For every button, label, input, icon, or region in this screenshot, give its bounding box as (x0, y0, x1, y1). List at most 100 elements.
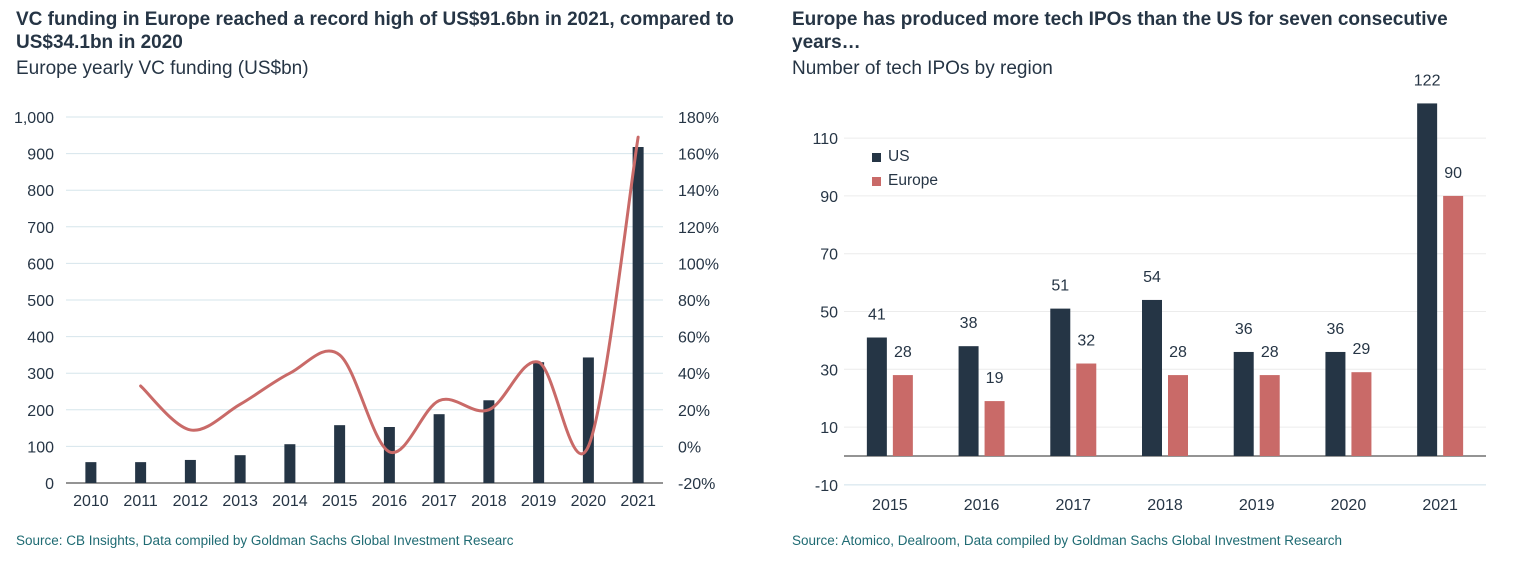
vc-chart-title: VC funding in Europe reached a record hi… (16, 9, 734, 53)
y-tick-label: -10 (815, 478, 838, 495)
legend-item-us: US (872, 145, 938, 169)
x-tick-label: 2016 (372, 493, 408, 510)
y-tick-label: 1,000 (14, 110, 54, 127)
vc-funding-bar (533, 362, 545, 483)
x-tick-label: 2014 (272, 493, 308, 510)
vc-funding-bar (582, 357, 594, 483)
x-tick-label: 2018 (471, 493, 507, 510)
y-tick-label: 400 (27, 330, 54, 347)
vc-funding-bar (383, 427, 395, 483)
x-tick-label: 2016 (964, 497, 1000, 514)
x-tick-label: 2018 (1147, 497, 1183, 514)
y-tick-label: 70 (820, 247, 838, 264)
us-bar (1233, 351, 1254, 456)
growth-line (139, 135, 640, 456)
y2-tick-label: 0% (678, 439, 701, 456)
us-bar (1417, 103, 1438, 457)
europe-bar-value-label: 32 (1077, 333, 1095, 350)
vc-funding-bar (483, 400, 495, 483)
us-bar (1050, 308, 1071, 456)
ipo-legend: US Europe (872, 145, 938, 193)
tech-ipo-panel: Europe has produced more tech IPOs than … (780, 0, 1513, 561)
europe-bar (1443, 195, 1464, 456)
europe-bar (1259, 375, 1280, 456)
x-tick-label: 2012 (173, 493, 209, 510)
us-bar-value-label: 41 (868, 307, 886, 324)
y-tick-label: 600 (27, 256, 54, 273)
europe-bar (984, 401, 1005, 456)
vc-funding-bar (135, 462, 147, 483)
x-tick-label: 2011 (123, 493, 158, 510)
y2-tick-label: 180% (678, 110, 719, 127)
europe-bar-value-label: 29 (1353, 341, 1371, 358)
europe-bar (1351, 372, 1372, 456)
legend-label-europe: Europe (888, 172, 938, 189)
ipo-chart-title: Europe has produced more tech IPOs than … (792, 9, 1448, 53)
x-tick-label: 2020 (571, 493, 607, 510)
y2-tick-label: -20% (678, 476, 715, 493)
y-tick-label: 50 (820, 305, 838, 322)
y-tick-label: 800 (27, 183, 54, 200)
x-tick-label: 2021 (620, 493, 656, 510)
y2-tick-label: 20% (678, 403, 710, 420)
x-tick-label: 2021 (1422, 497, 1458, 514)
vc-funding-bar (85, 462, 97, 483)
europe-bar-value-label: 90 (1444, 165, 1462, 182)
y-tick-label: 0 (45, 476, 54, 493)
y2-tick-label: 40% (678, 366, 710, 383)
vc-funding-bar (433, 414, 445, 483)
europe-bar (892, 375, 913, 456)
y2-tick-label: 160% (678, 147, 719, 164)
us-bar (958, 346, 979, 456)
vc-funding-bar (334, 425, 346, 483)
y-tick-label: 110 (812, 131, 838, 148)
us-bar-value-label: 36 (1235, 321, 1253, 338)
x-tick-label: 2017 (1055, 497, 1091, 514)
vc-funding-panel: VC funding in Europe reached a record hi… (14, 9, 734, 548)
x-tick-label: 2013 (222, 493, 258, 510)
vc-funding-bar (284, 444, 296, 483)
y2-tick-label: 120% (678, 220, 719, 237)
us-bar-value-label: 51 (1051, 278, 1069, 295)
vc-chart-subtitle: Europe yearly VC funding (US$bn) (16, 58, 309, 79)
europe-bar-value-label: 28 (1261, 344, 1279, 361)
legend-item-europe: Europe (872, 169, 938, 193)
us-bar-value-label: 38 (960, 315, 978, 332)
vc-chart-source: Source: CB Insights, Data compiled by Go… (16, 533, 514, 548)
x-tick-label: 2019 (521, 493, 557, 510)
x-tick-label: 2015 (322, 493, 358, 510)
x-tick-label: 2019 (1239, 497, 1275, 514)
europe-bar-value-label: 28 (1169, 344, 1187, 361)
europe-bar-value-label: 28 (894, 344, 912, 361)
y2-tick-label: 100% (678, 256, 719, 273)
europe-bar (1076, 363, 1097, 456)
y2-tick-label: 60% (678, 330, 710, 347)
y-tick-label: 90 (820, 189, 838, 206)
us-bar (1142, 299, 1162, 456)
vc-funding-bar (234, 455, 246, 483)
ipo-chart-subtitle: Number of tech IPOs by region (792, 58, 1053, 79)
europe-bar-value-label: 19 (986, 370, 1004, 387)
x-tick-label: 2017 (421, 493, 457, 510)
us-bar (866, 337, 887, 456)
tech-ipo-chart: -10 10 30 50 70 90 110 41 38 51 54 36 36 122 28 19 32 28 2… (812, 72, 1486, 514)
vc-funding-bar (632, 147, 644, 483)
us-bar-value-label: 36 (1327, 321, 1345, 338)
y-tick-label: 100 (27, 439, 54, 456)
legend-label-us: US (888, 148, 910, 165)
europe-bar (1168, 375, 1188, 456)
us-bar-value-label: 54 (1143, 269, 1161, 286)
y-tick-label: 200 (27, 403, 54, 420)
x-tick-label: 2010 (73, 493, 109, 510)
y-tick-label: 500 (27, 293, 54, 310)
x-tick-label: 2015 (872, 497, 908, 514)
y2-tick-label: 140% (678, 183, 719, 200)
y-tick-label: 700 (27, 220, 54, 237)
vc-funding-chart: 0 100 200 300 400 500 600 700 800 900 1,000 -20% 0% 2… (14, 110, 719, 510)
y-tick-label: 30 (820, 362, 838, 379)
y-tick-label: 10 (820, 420, 838, 437)
x-tick-label: 2020 (1331, 497, 1367, 514)
legend-swatch-us (872, 152, 881, 162)
vc-funding-bar (184, 459, 196, 483)
ipo-chart-source: Source: Atomico, Dealroom, Data compiled… (792, 533, 1343, 548)
